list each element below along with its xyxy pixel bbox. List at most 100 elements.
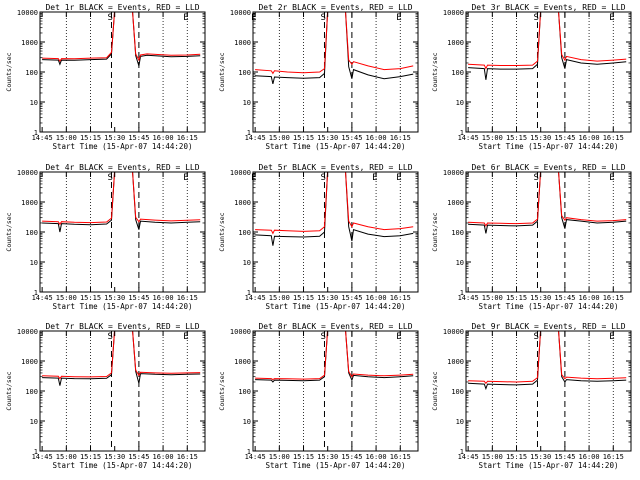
x-axis-label: Start Time (15-Apr-07 14:44:20) [53, 461, 193, 470]
x-axis-label: Start Time (15-Apr-07 14:44:20) [266, 461, 406, 470]
y-tick-label: 1 [460, 289, 464, 297]
x-tick-label: 15:45 [128, 294, 149, 302]
x-tick-label: 15:00 [269, 294, 290, 302]
y-axis-label: Counts/sec [5, 371, 13, 410]
y-tick-label: 1000 [21, 199, 38, 207]
marker-label-s: S [533, 13, 538, 23]
y-tick-label: 10 [243, 259, 251, 267]
x-tick-label: 16:00 [153, 134, 174, 142]
y-tick-label: 1000 [447, 358, 464, 366]
x-tick-label: 16:15 [603, 134, 624, 142]
marker-label-e: E [183, 173, 188, 183]
x-tick-label: 16:00 [579, 294, 600, 302]
x-tick-label: 15:00 [269, 453, 290, 461]
series-line-lld [42, 331, 201, 380]
x-tick-label: 15:00 [56, 134, 77, 142]
y-tick-label: 1 [34, 129, 38, 137]
x-tick-label: 15:45 [554, 453, 575, 461]
x-tick-label: 15:30 [530, 134, 551, 142]
series-line-lld [468, 172, 627, 227]
x-tick-label: 16:15 [390, 294, 411, 302]
x-tick-label: 14:45 [32, 294, 53, 302]
x-tick-label: 16:15 [177, 294, 198, 302]
y-axis-label: Counts/sec [5, 52, 13, 91]
chart-title: Det 1r BLACK = Events, RED = LLD [45, 3, 199, 12]
chart-title: Det 7r BLACK = Events, RED = LLD [45, 322, 199, 331]
x-axis-label: Start Time (15-Apr-07 14:44:20) [479, 461, 619, 470]
x-tick-label: 15:00 [56, 294, 77, 302]
y-tick-label: 100 [238, 229, 251, 237]
y-axis-label: Counts/sec [431, 52, 439, 91]
x-axis-label: Start Time (15-Apr-07 14:44:20) [266, 302, 406, 311]
y-tick-label: 100 [451, 388, 464, 396]
x-tick-label: 14:45 [458, 134, 479, 142]
marker-label-e: E [609, 13, 614, 23]
x-tick-label: 16:00 [579, 134, 600, 142]
x-axis-label: Start Time (15-Apr-07 14:44:20) [53, 142, 193, 151]
series-line-events [42, 172, 201, 233]
x-tick-label: 16:15 [177, 134, 198, 142]
x-tick-label: 14:45 [245, 294, 266, 302]
series-line-lld [468, 331, 627, 385]
y-tick-label: 1000 [234, 39, 251, 47]
x-tick-label: 15:45 [554, 294, 575, 302]
x-tick-label: 15:00 [269, 134, 290, 142]
y-tick-label: 100 [238, 388, 251, 396]
x-tick-label: 15:45 [341, 134, 362, 142]
x-tick-label: 15:30 [530, 294, 551, 302]
x-tick-label: 15:30 [530, 453, 551, 461]
marker-label-e: E [396, 13, 401, 23]
y-axis-label: Counts/sec [5, 212, 13, 251]
y-tick-label: 10 [243, 99, 251, 107]
plot-frame [465, 11, 632, 133]
x-tick-label: 16:15 [603, 453, 624, 461]
plot-frame [39, 11, 206, 133]
marker-label-e: E [183, 332, 188, 342]
y-tick-label: 100 [25, 69, 38, 77]
x-tick-label: 15:30 [317, 134, 338, 142]
y-axis-label: Counts/sec [218, 52, 226, 91]
marker-label-s: S [320, 173, 325, 183]
chart-title: Det 9r BLACK = Events, RED = LLD [471, 322, 625, 331]
marker-label-e: E [609, 173, 614, 183]
plot-frame [39, 171, 206, 293]
marker-label-s: S [320, 13, 325, 23]
y-tick-label: 10 [30, 259, 38, 267]
x-tick-label: 15:30 [104, 294, 125, 302]
y-axis-label: Counts/sec [431, 371, 439, 410]
x-tick-label: 15:15 [506, 134, 527, 142]
x-tick-label: 15:15 [293, 453, 314, 461]
plot-frame [39, 330, 206, 452]
y-tick-label: 1 [247, 448, 251, 456]
x-tick-label: 15:30 [317, 294, 338, 302]
x-tick-label: 15:15 [80, 134, 101, 142]
series-line-lld [42, 172, 201, 226]
y-tick-label: 1000 [447, 199, 464, 207]
x-axis-label: Start Time (15-Apr-07 14:44:20) [266, 142, 406, 151]
x-tick-label: 16:15 [177, 453, 198, 461]
x-axis-label: Start Time (15-Apr-07 14:44:20) [479, 302, 619, 311]
y-tick-label: 1 [247, 289, 251, 297]
series-line-lld [255, 172, 414, 235]
x-tick-label: 15:15 [293, 134, 314, 142]
y-axis-label: Counts/sec [431, 212, 439, 251]
series-line-lld [255, 331, 414, 381]
y-tick-label: 10 [243, 418, 251, 426]
series-line-events [468, 331, 627, 391]
y-tick-label: 10000 [443, 9, 464, 17]
y-tick-label: 10 [30, 418, 38, 426]
plot-frame [465, 330, 632, 452]
y-tick-label: 1 [34, 289, 38, 297]
x-tick-label: 16:00 [366, 294, 387, 302]
x-tick-label: 15:30 [104, 453, 125, 461]
x-tick-label: 15:15 [80, 453, 101, 461]
x-tick-label: 16:00 [153, 294, 174, 302]
x-tick-label: 16:15 [603, 294, 624, 302]
